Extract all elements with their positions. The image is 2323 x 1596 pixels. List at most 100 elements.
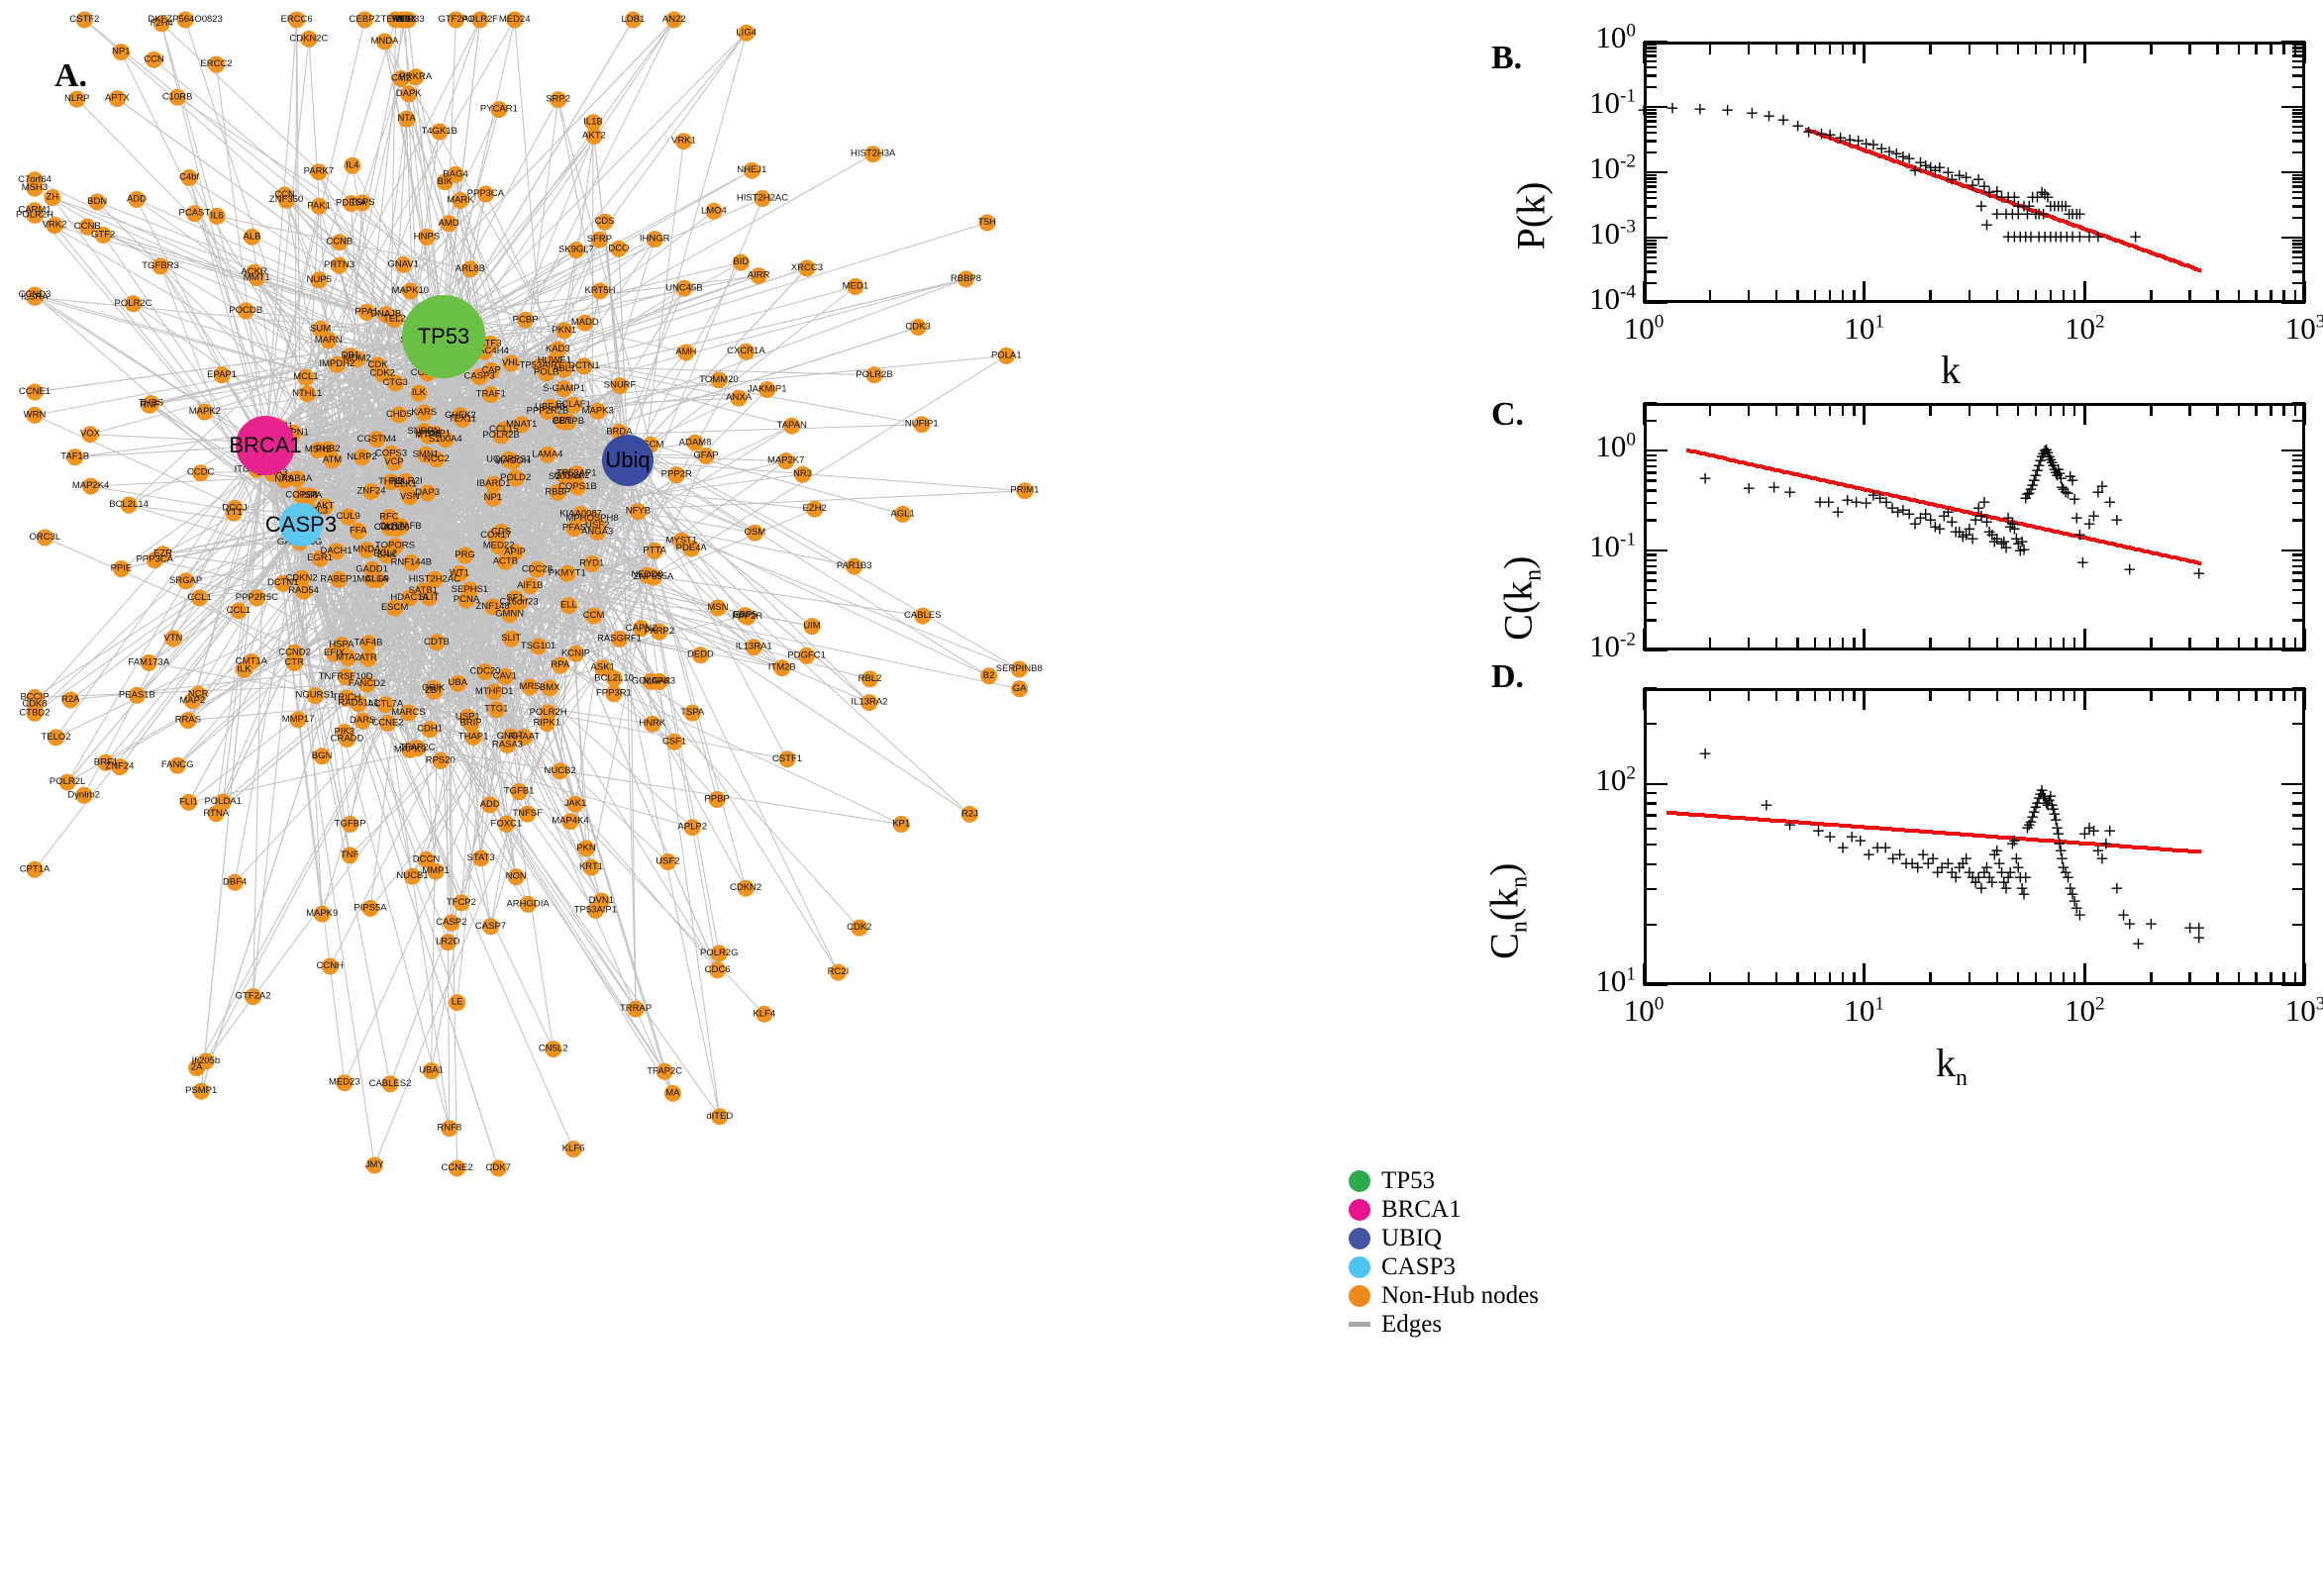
network-node[interactable] [437, 431, 454, 449]
network-node[interactable] [697, 448, 715, 464]
network-node[interactable] [177, 572, 195, 590]
network-node[interactable] [420, 427, 438, 445]
network-node[interactable] [358, 675, 376, 693]
network-node[interactable] [432, 752, 450, 769]
network-node[interactable] [75, 786, 93, 804]
network-node[interactable] [665, 733, 683, 750]
network-node[interactable] [243, 653, 260, 670]
network-node[interactable] [192, 1082, 210, 1100]
network-node[interactable] [237, 302, 254, 320]
network-node[interactable] [164, 630, 182, 648]
network-node[interactable] [588, 517, 606, 535]
network-node[interactable] [539, 403, 556, 421]
network-node[interactable] [152, 257, 169, 275]
network-node[interactable] [415, 404, 433, 422]
network-node[interactable] [436, 173, 454, 191]
network-node[interactable] [464, 729, 482, 747]
network-node[interactable] [398, 110, 416, 128]
network-node[interactable] [425, 679, 443, 697]
network-node[interactable] [496, 668, 514, 685]
network-node[interactable] [289, 711, 307, 729]
network-node[interactable] [646, 231, 663, 249]
network-node[interactable] [421, 721, 439, 739]
network-node[interactable] [88, 193, 106, 211]
network-node[interactable] [376, 696, 394, 714]
network-node[interactable] [730, 389, 748, 407]
network-node[interactable] [556, 322, 573, 340]
network-node[interactable] [298, 385, 316, 403]
network-node[interactable] [737, 607, 754, 625]
network-node[interactable] [490, 101, 508, 119]
network-node[interactable] [556, 468, 574, 486]
network-node[interactable] [380, 509, 398, 527]
network-node[interactable] [396, 476, 414, 493]
network-node[interactable] [213, 366, 231, 384]
network-node[interactable] [285, 654, 303, 671]
network-node[interactable] [419, 484, 437, 502]
network-node[interactable] [487, 701, 505, 719]
network-node[interactable] [517, 311, 535, 329]
network-node[interactable] [420, 589, 438, 607]
network-node[interactable] [646, 542, 663, 559]
network-node[interactable] [379, 714, 396, 732]
network-node[interactable] [208, 207, 226, 225]
network-node[interactable] [377, 306, 395, 324]
network-node[interactable] [426, 570, 444, 588]
network-node[interactable] [482, 386, 500, 403]
network-node[interactable] [575, 357, 593, 375]
network-node[interactable] [369, 356, 386, 374]
network-node[interactable] [708, 791, 726, 808]
network-node[interactable] [401, 741, 419, 758]
network-node[interactable] [418, 850, 435, 868]
network-node[interactable] [554, 413, 571, 431]
network-node[interactable] [806, 500, 824, 518]
network-node[interactable] [519, 895, 537, 913]
network-node[interactable] [675, 279, 693, 297]
network-node[interactable] [502, 354, 520, 372]
network-node[interactable] [427, 862, 445, 880]
network-node[interactable] [359, 635, 377, 652]
network-node[interactable] [556, 360, 573, 378]
network-node[interactable] [783, 417, 801, 435]
network-node[interactable] [376, 545, 394, 562]
network-node[interactable] [326, 645, 344, 662]
network-node[interactable] [128, 686, 146, 704]
network-node[interactable] [538, 364, 556, 382]
network-node[interactable] [576, 314, 594, 332]
network-node[interactable] [777, 452, 795, 470]
network-node[interactable] [584, 114, 602, 132]
network-node[interactable] [244, 228, 260, 246]
network-node[interactable] [316, 498, 334, 516]
network-node[interactable] [400, 704, 417, 722]
network-node[interactable] [541, 679, 558, 697]
network-node[interactable] [385, 453, 403, 471]
network-node[interactable] [472, 849, 490, 867]
network-node[interactable] [386, 374, 404, 392]
network-node[interactable] [276, 186, 294, 204]
network-node[interactable] [709, 599, 727, 617]
network-node[interactable] [519, 805, 537, 823]
network-node[interactable] [295, 582, 313, 600]
network-node[interactable] [331, 256, 348, 274]
network-node[interactable] [710, 371, 728, 389]
network-node[interactable] [683, 704, 701, 722]
network-node[interactable] [691, 647, 709, 664]
network-node[interactable] [230, 602, 248, 620]
network-node[interactable] [390, 406, 408, 424]
network-node[interactable] [443, 914, 460, 932]
network-node[interactable] [484, 475, 502, 493]
network-node[interactable] [577, 840, 595, 857]
network-node[interactable] [556, 380, 572, 398]
network-node[interactable] [502, 630, 520, 648]
network-node[interactable] [275, 471, 293, 489]
network-node[interactable] [528, 560, 546, 578]
network-node[interactable] [340, 508, 357, 526]
network-node[interactable] [549, 483, 566, 501]
network-node[interactable] [500, 450, 518, 468]
network-node[interactable] [794, 465, 811, 483]
network-node[interactable] [386, 599, 404, 617]
network-node[interactable] [248, 589, 265, 607]
network-node[interactable] [120, 496, 138, 514]
network-node[interactable] [428, 634, 446, 651]
network-node[interactable] [183, 692, 201, 710]
